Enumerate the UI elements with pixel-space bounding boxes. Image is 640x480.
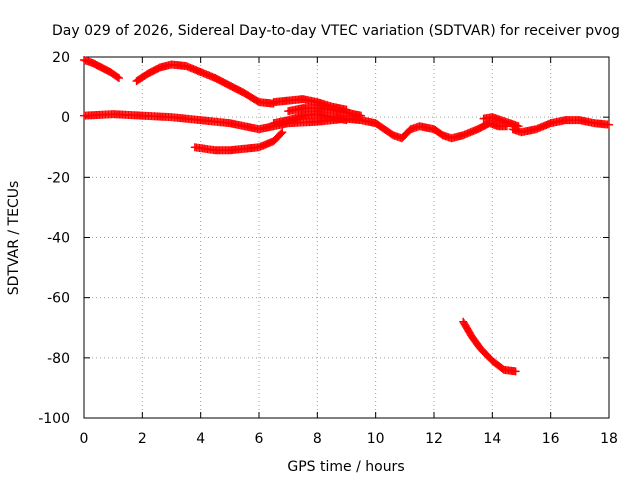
data-point	[342, 116, 351, 125]
x-tick-label: 16	[542, 431, 560, 447]
series-arc-6	[284, 104, 366, 120]
y-tick-label: -80	[47, 351, 70, 367]
y-tick-label: 20	[52, 50, 70, 66]
series-arc-8	[479, 113, 523, 131]
series-arc-5	[269, 110, 351, 128]
y-tick-label: 0	[61, 110, 70, 126]
series-arc-10	[459, 317, 520, 376]
x-tick-label: 18	[600, 431, 618, 447]
x-tick-label: 2	[138, 431, 147, 447]
data-point	[511, 367, 520, 376]
y-axis-label: SDTVAR / TECUs	[6, 181, 22, 296]
x-tick-label: 14	[483, 431, 501, 447]
y-tick-label: -100	[38, 411, 70, 427]
series-arc-9	[508, 116, 613, 137]
series-arc-7	[190, 128, 287, 155]
data-point	[113, 73, 122, 82]
axis-ticks: 0 2 4 6 8 10 12 14 16 18 -100 -80 -60 -40 -20 0 20	[38, 50, 618, 447]
x-tick-label: 12	[425, 431, 443, 447]
x-tick-label: 0	[80, 431, 89, 447]
x-axis-label: GPS time / hours	[287, 459, 404, 475]
chart-title: Day 029 of 2026, Sidereal Day-to-day VTE…	[52, 23, 620, 39]
data-point	[357, 111, 366, 120]
series-arc-1	[80, 56, 123, 83]
series-arc-4	[80, 110, 511, 143]
data-point	[115, 74, 123, 83]
y-tick-label: -40	[47, 231, 70, 247]
data-point	[605, 120, 613, 129]
x-tick-label: 10	[367, 431, 385, 447]
series-arc-2	[132, 60, 278, 108]
data-point	[278, 128, 287, 137]
x-tick-label: 6	[255, 431, 264, 447]
data-point	[277, 129, 286, 138]
y-tick-label: -60	[47, 291, 70, 307]
data-points	[80, 56, 613, 376]
x-tick-label: 8	[313, 431, 322, 447]
y-tick-label: -20	[47, 170, 70, 186]
x-tick-label: 4	[196, 431, 205, 447]
